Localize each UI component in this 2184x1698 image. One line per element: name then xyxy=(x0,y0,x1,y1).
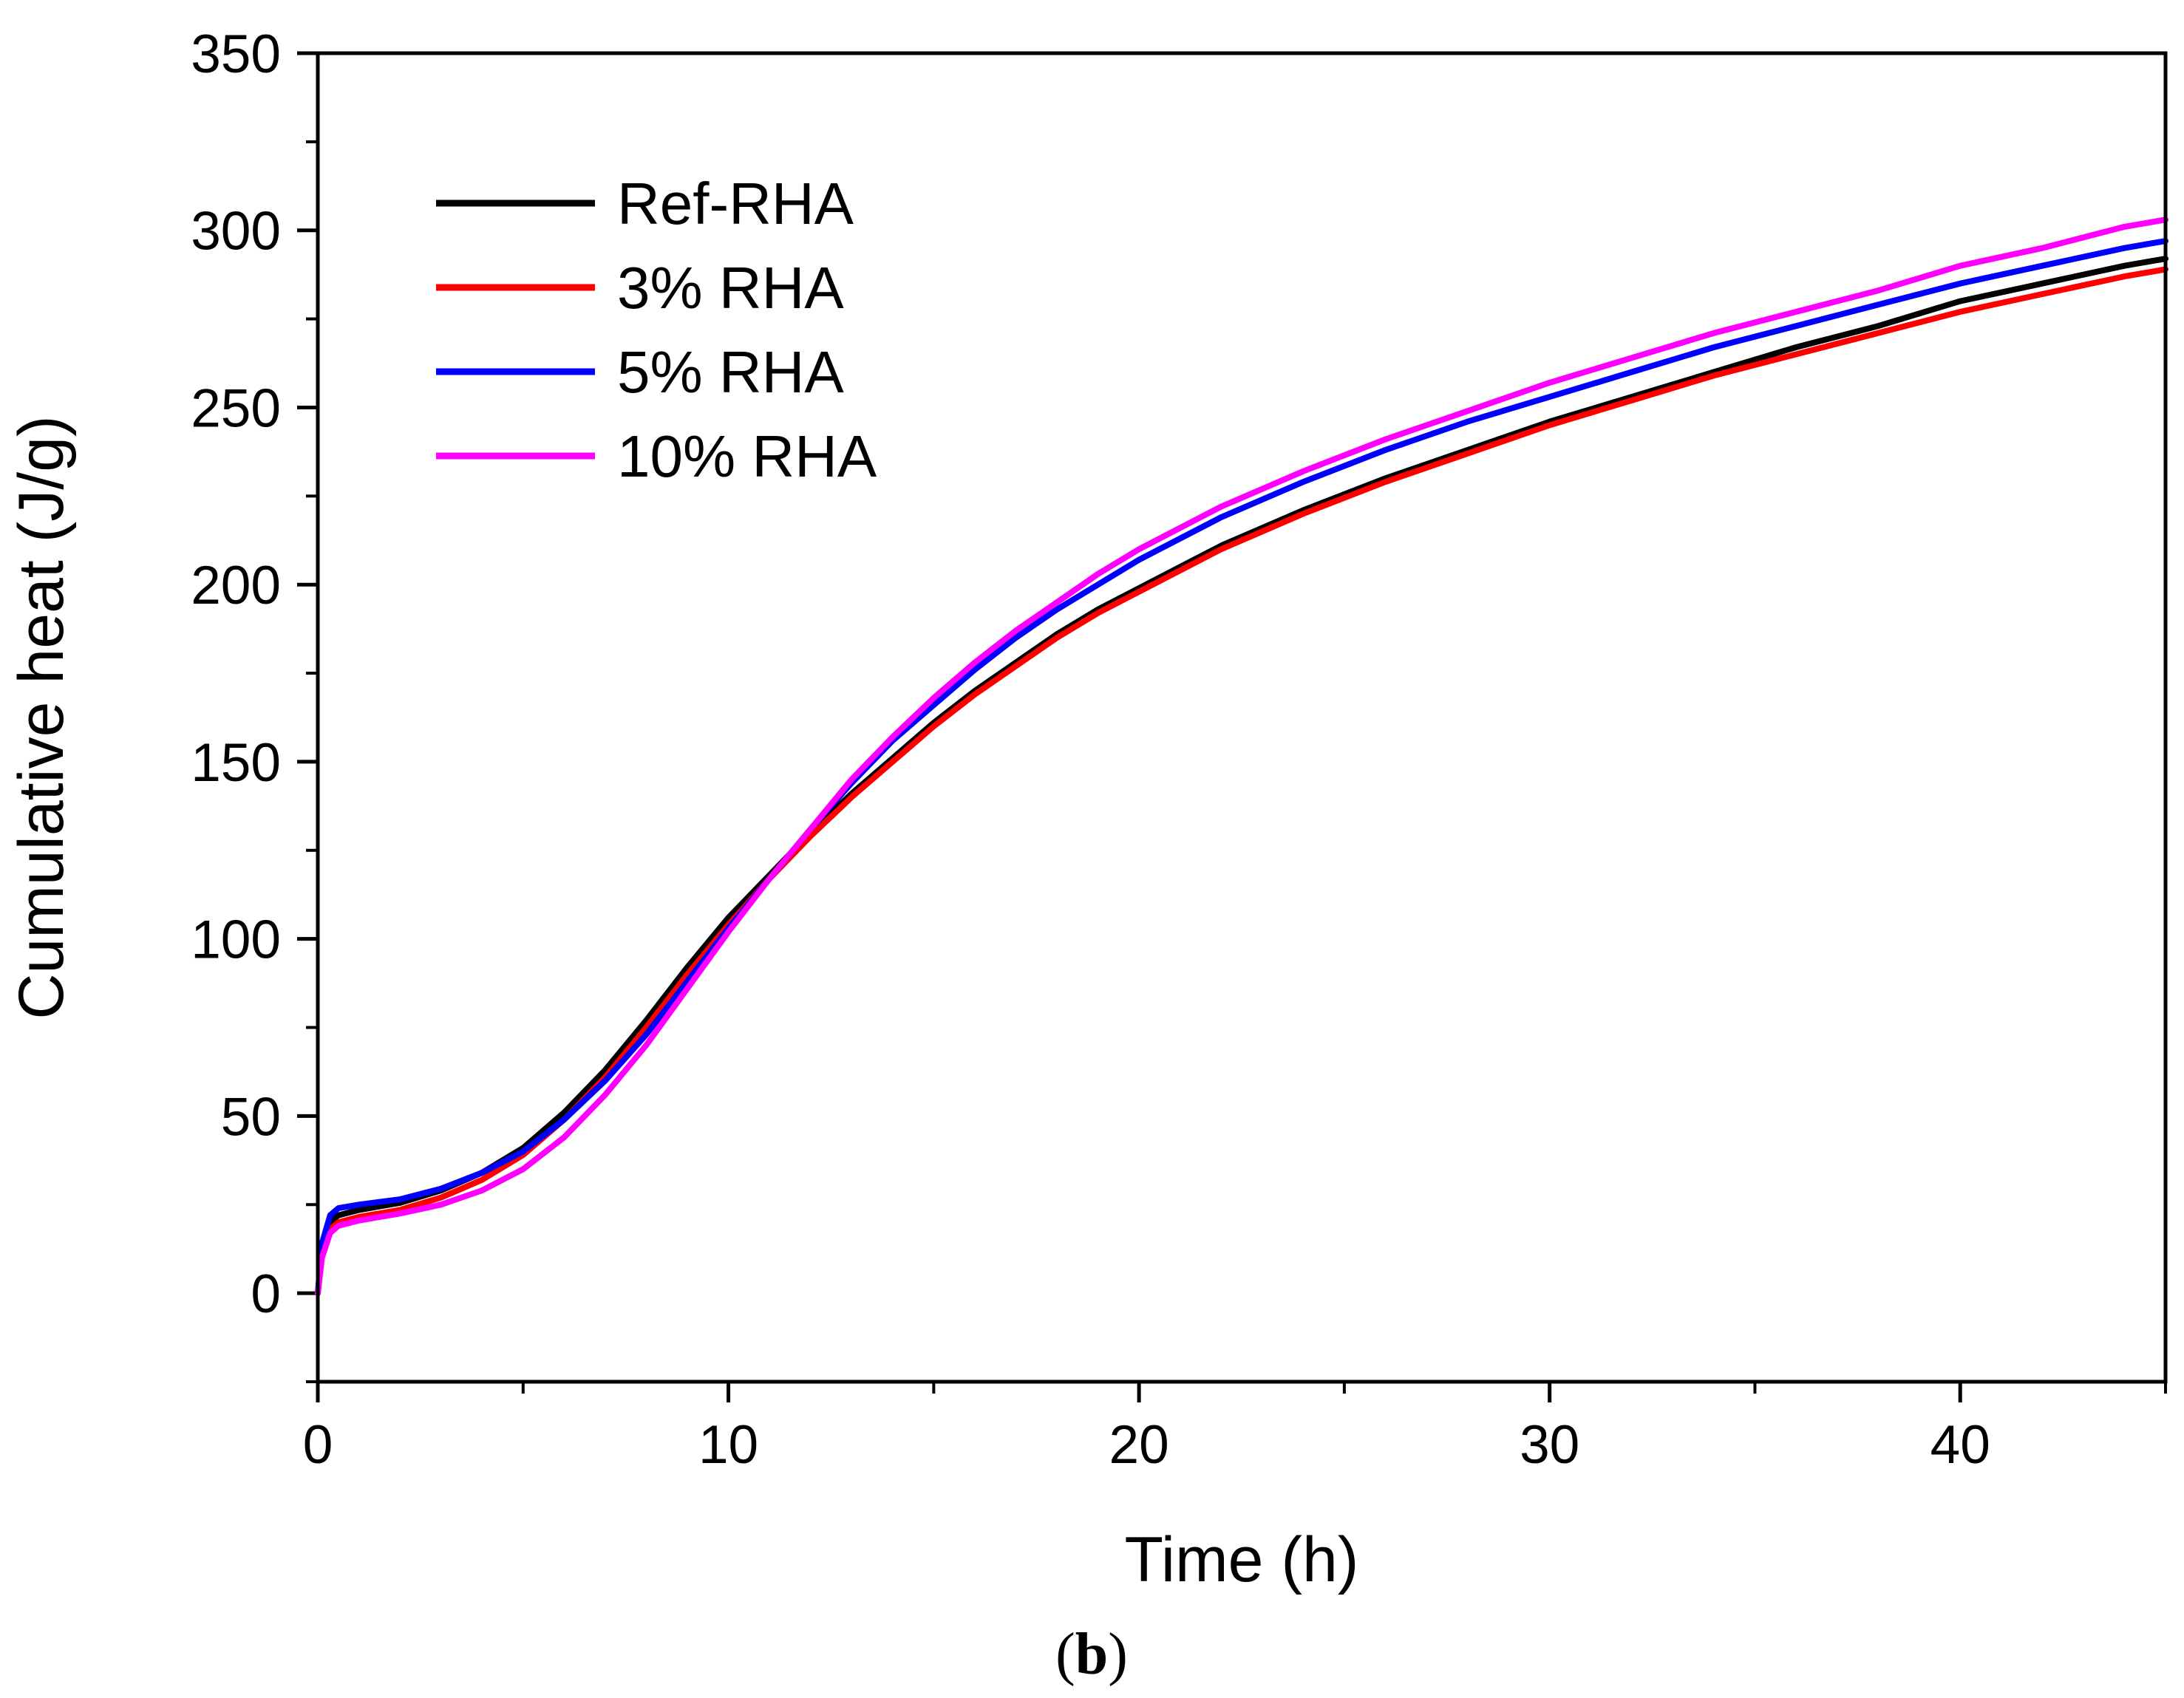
y-tick-label: 100 xyxy=(191,910,281,970)
y-tick-label: 0 xyxy=(251,1264,281,1324)
x-tick-label: 0 xyxy=(303,1415,333,1475)
series-line-0 xyxy=(315,256,2168,1297)
series-line-2 xyxy=(315,238,2168,1297)
y-tick-label: 250 xyxy=(191,378,281,438)
legend-label: 5% RHA xyxy=(617,339,844,405)
legend-label: 10% RHA xyxy=(617,423,877,489)
x-tick-label: 20 xyxy=(1109,1415,1169,1475)
series-line-1 xyxy=(315,266,2168,1297)
y-axis-ticks: 0 50 100 150 200 250 300 350 xyxy=(191,24,318,1383)
series-lines xyxy=(315,216,2168,1297)
legend-label: Ref-RHA xyxy=(617,171,854,236)
legend-label: 3% RHA xyxy=(617,255,844,321)
plot-frame xyxy=(316,51,2168,1384)
x-tick-label: 10 xyxy=(698,1415,758,1475)
y-tick-label: 350 xyxy=(191,24,281,84)
x-tick-label: 30 xyxy=(1520,1415,1579,1475)
y-tick-label: 150 xyxy=(191,733,281,793)
y-tick-label: 50 xyxy=(221,1087,281,1147)
x-axis-title: Time (h) xyxy=(1125,1524,1359,1595)
panel-label-close: ) xyxy=(1108,1622,1128,1687)
y-tick-label: 200 xyxy=(191,556,281,616)
legend: Ref-RHA 3% RHA 5% RHA 10% RHA xyxy=(436,171,877,489)
panel-label-letter: b xyxy=(1075,1622,1109,1687)
series-line-3 xyxy=(315,216,2168,1297)
panel-label: (b) xyxy=(1055,1622,1128,1687)
y-axis-title: Cumulative heat (J/g) xyxy=(6,415,77,1019)
y-tick-label: 300 xyxy=(191,202,281,262)
x-axis-ticks: 0 10 20 30 40 xyxy=(303,1382,2167,1475)
panel-label-open: ( xyxy=(1055,1622,1075,1687)
x-tick-label: 40 xyxy=(1930,1415,1990,1475)
